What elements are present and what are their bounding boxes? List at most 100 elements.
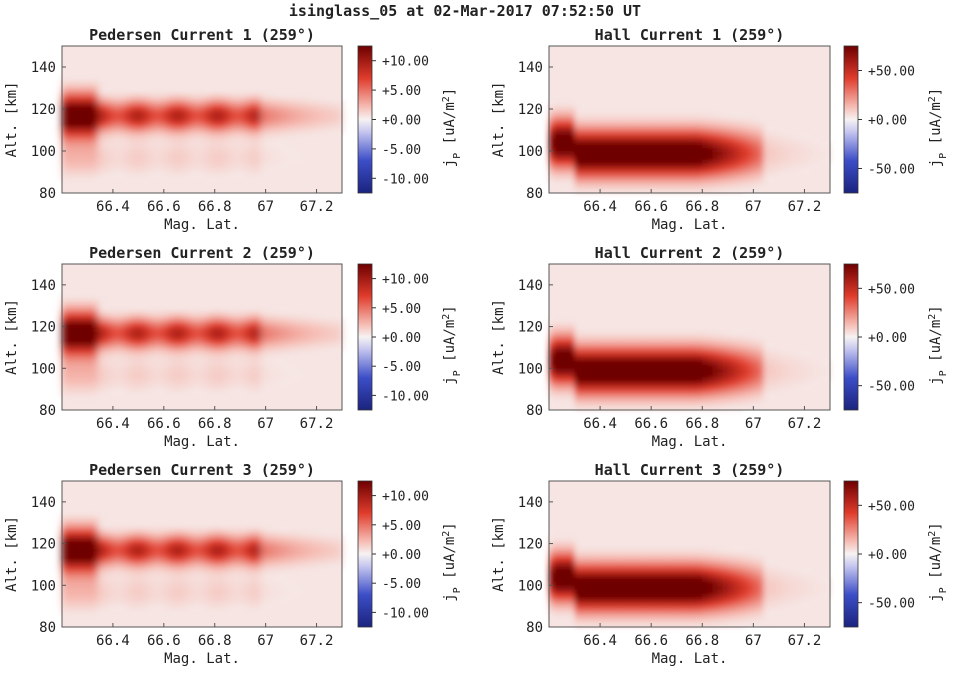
heatmap-cell — [123, 172, 129, 177]
heatmap-cell — [77, 134, 83, 139]
heatmap-cell — [174, 109, 180, 114]
heatmap-cell — [179, 117, 185, 122]
heatmap-cell — [646, 335, 652, 340]
heatmap-cell — [707, 402, 713, 407]
heatmap-cell — [733, 134, 739, 139]
heatmap-cell — [687, 339, 693, 344]
heatmap-cell — [174, 589, 180, 594]
heatmap-cell — [296, 134, 302, 139]
heatmap-cell — [564, 318, 570, 323]
heatmap-cell — [769, 360, 775, 365]
heatmap-cell — [748, 335, 754, 340]
heatmap-cell — [636, 155, 642, 160]
heatmap-cell — [728, 130, 734, 135]
heatmap-cell — [743, 339, 749, 344]
heatmap-cell — [286, 581, 292, 586]
heatmap-cell — [194, 364, 200, 369]
heatmap-cell — [108, 322, 114, 327]
heatmap-cell — [133, 368, 139, 373]
heatmap-cell — [87, 84, 93, 89]
heatmap-cell — [93, 331, 99, 336]
heatmap-cell — [194, 581, 200, 586]
heatmap-cell — [240, 343, 246, 348]
heatmap-cell — [87, 523, 93, 528]
heatmap-cell — [205, 322, 211, 327]
heatmap-cell — [113, 318, 119, 323]
heatmap-cell — [554, 122, 560, 127]
heatmap-cell — [103, 143, 109, 148]
heatmap-cell — [789, 385, 795, 390]
heatmap-cell — [220, 147, 226, 152]
heatmap-cell — [641, 151, 647, 156]
heatmap-cell — [87, 75, 93, 80]
heatmap-cell — [667, 372, 673, 377]
heatmap-cell — [728, 364, 734, 369]
heatmap-cell — [712, 352, 718, 357]
heatmap-cell — [677, 381, 683, 386]
heatmap-cell — [205, 539, 211, 544]
heatmap-cell — [245, 527, 251, 532]
heatmap-cell — [271, 372, 277, 377]
heatmap-cell — [199, 368, 205, 373]
heatmap-cell — [154, 134, 160, 139]
y-axis-label: Alt. [km] — [4, 82, 20, 158]
heatmap-cell — [753, 381, 759, 386]
heatmap-cell — [610, 138, 616, 143]
heatmap-cell — [128, 544, 134, 549]
heatmap-cell — [240, 368, 246, 373]
heatmap-cell — [154, 339, 160, 344]
heatmap-cell — [67, 138, 73, 143]
heatmap-cell — [804, 356, 810, 361]
heatmap-cell — [322, 109, 328, 114]
heatmap-cell — [199, 389, 205, 394]
heatmap-cell — [98, 117, 104, 122]
heatmap-cell — [113, 360, 119, 365]
heatmap-cell — [626, 126, 632, 131]
colorbar-tick-label: +0.00 — [868, 114, 907, 129]
heatmap-cell — [149, 385, 155, 390]
heatmap-cell — [164, 314, 170, 319]
heatmap-cell — [169, 109, 175, 114]
heatmap-cell — [636, 151, 642, 156]
heatmap-cell — [77, 331, 83, 336]
heatmap-cell — [118, 589, 124, 594]
heatmap-cell — [199, 539, 205, 544]
heatmap-cell — [651, 393, 657, 398]
heatmap-cell — [820, 155, 826, 160]
heatmap-cell — [82, 560, 88, 565]
heatmap-cell — [261, 343, 267, 348]
heatmap-cell — [93, 88, 99, 93]
heatmap-cell — [266, 113, 272, 118]
heatmap-cell — [667, 352, 673, 357]
heatmap-cell — [697, 122, 703, 127]
heatmap-cell — [661, 134, 667, 139]
heatmap-cell — [82, 343, 88, 348]
colorbar-label: jP [uA/m2] — [927, 88, 949, 168]
heatmap-cell — [72, 147, 78, 152]
heatmap-cell — [240, 602, 246, 607]
heatmap-cell — [621, 368, 627, 373]
heatmap-cell — [559, 318, 565, 323]
heatmap-cell — [205, 109, 211, 114]
heatmap-cell — [712, 117, 718, 122]
heatmap-cell — [138, 143, 144, 148]
heatmap-cell — [641, 176, 647, 181]
heatmap-cell — [779, 168, 785, 173]
heatmap-cell — [245, 96, 251, 101]
heatmap-cell — [133, 117, 139, 122]
heatmap-cell — [215, 322, 221, 327]
heatmap-cell — [113, 535, 119, 540]
heatmap-cell — [240, 143, 246, 148]
heatmap-cell — [677, 364, 683, 369]
heatmap-cell — [794, 381, 800, 386]
heatmap-cell — [748, 381, 754, 386]
heatmap-cell — [174, 314, 180, 319]
heatmap-cell — [621, 389, 627, 394]
heatmap-cell — [240, 594, 246, 599]
heatmap-cell — [600, 113, 606, 118]
heatmap-cell — [641, 138, 647, 143]
heatmap-cell — [697, 143, 703, 148]
heatmap-cell — [296, 109, 302, 114]
heatmap-cell — [82, 352, 88, 357]
heatmap-cell — [149, 335, 155, 340]
